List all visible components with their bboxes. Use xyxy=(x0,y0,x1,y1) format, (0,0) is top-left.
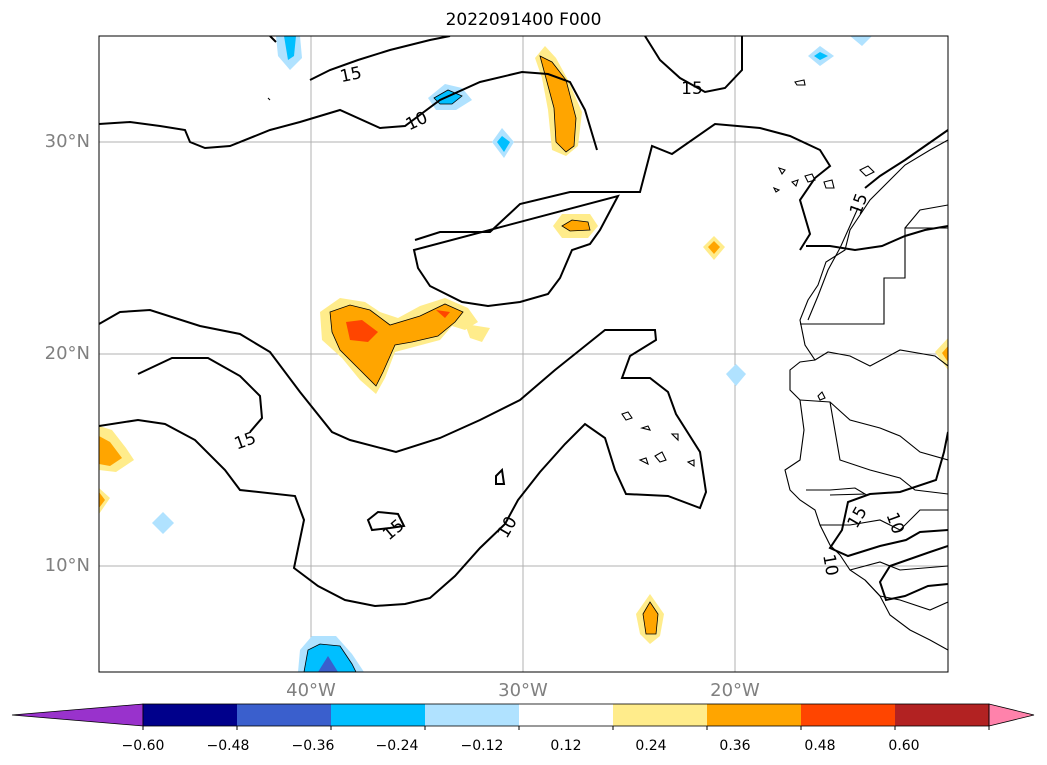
contour-label: 10 xyxy=(818,553,841,578)
coast-africa-west xyxy=(784,359,948,651)
colorbar-segment xyxy=(801,704,896,726)
isoline-middle xyxy=(99,308,708,608)
anomaly-negative-8c xyxy=(318,656,338,672)
anomaly-positive-3b xyxy=(562,220,590,231)
colorbar-tick-label: −0.36 xyxy=(291,738,335,754)
anomaly-positive-8 xyxy=(935,338,948,370)
contour-label: 15 xyxy=(681,79,703,99)
contour-label: 15 xyxy=(338,63,363,87)
colorbar-tick-label: 0.36 xyxy=(719,738,751,754)
anomaly-positive-8b xyxy=(942,346,948,362)
colorbar-tick-label: −0.24 xyxy=(375,738,419,754)
lon-tick-label: 40°W xyxy=(286,680,336,701)
colorbar-segment xyxy=(425,704,520,726)
border-6 xyxy=(806,487,867,496)
lat-tick-label: 20°N xyxy=(44,343,90,364)
isoline-small-2 xyxy=(495,467,506,485)
anomaly-negative-5 xyxy=(850,36,872,46)
anomaly-positive-1c xyxy=(346,320,378,342)
coastlines xyxy=(267,79,948,651)
border-2 xyxy=(904,204,948,229)
colorbar-segment xyxy=(707,704,802,726)
isoline-east-15 xyxy=(806,129,948,252)
isoline-north xyxy=(99,70,598,151)
colorbar-segment xyxy=(143,704,238,726)
colorbar-segment xyxy=(519,704,614,726)
island-canary-2 xyxy=(790,179,799,188)
colorbar-segment xyxy=(613,704,708,726)
isoline-15-north xyxy=(269,36,451,81)
island-small-2 xyxy=(859,165,875,177)
anomaly-outlines xyxy=(303,55,659,672)
lon-tick-label: 20°W xyxy=(710,680,760,701)
isoline-15-west xyxy=(137,357,264,433)
colorbar-tick-label: 0.60 xyxy=(888,738,920,754)
border-3 xyxy=(807,207,859,321)
colorbar-tick-label: 0.12 xyxy=(550,738,582,754)
colorbar-tick-label: 0.24 xyxy=(635,738,667,754)
island-capeverde-5 xyxy=(654,451,667,463)
isoline-coast-15 xyxy=(878,545,948,602)
colorbar xyxy=(11,703,1035,730)
coast-africa-north xyxy=(799,139,948,367)
colorbar-tick-label: 0.48 xyxy=(804,738,836,754)
island-canary-4 xyxy=(823,179,835,189)
colorbar-tick-label: −0.12 xyxy=(460,738,504,754)
anomaly-positive-1e xyxy=(465,324,490,342)
island-madeira xyxy=(794,79,806,86)
anomaly-positive-5b xyxy=(99,436,122,466)
isoline-10-central xyxy=(412,122,832,308)
anomaly-negative-4b xyxy=(814,52,828,60)
border-5 xyxy=(829,401,948,495)
anomaly-positive-2b xyxy=(540,56,576,152)
colorbar-segment xyxy=(331,704,426,726)
island-capeverde-2 xyxy=(640,425,652,431)
lon-tick-label: 30°W xyxy=(498,680,548,701)
border-8 xyxy=(849,561,948,571)
anomaly-negative-6 xyxy=(726,364,746,386)
border-1 xyxy=(800,227,948,325)
map-frame xyxy=(98,35,949,673)
anomaly-negative-1b xyxy=(284,36,296,60)
anomaly-positive-4b xyxy=(708,241,720,254)
border-7 xyxy=(820,509,948,531)
anomaly-positive-7b xyxy=(643,602,658,634)
anomaly-positive-6b xyxy=(99,492,105,508)
isoline-15-northeast xyxy=(644,36,743,94)
anomaly-negative-7 xyxy=(152,512,174,534)
colorbar-segment xyxy=(237,704,332,726)
anomaly-positive-6 xyxy=(99,488,110,514)
island-small-3 xyxy=(267,97,271,101)
isoline-coast-10 xyxy=(828,431,948,558)
anomaly-negative-3b xyxy=(497,136,510,152)
anomaly-positive-1d xyxy=(436,310,450,318)
colorbar-frame xyxy=(142,703,990,727)
island-canary-5 xyxy=(772,186,781,193)
island-canary-1 xyxy=(777,167,786,176)
colorbar-extend-high xyxy=(988,703,1035,727)
isoline-small-1 xyxy=(366,510,406,532)
isolines xyxy=(99,36,948,608)
colorbar-tick-label: −0.48 xyxy=(206,738,250,754)
lat-tick-label: 30°N xyxy=(44,131,90,152)
island-capeverde-6 xyxy=(686,459,695,468)
colorbar-segment xyxy=(895,704,990,726)
island-capeverde-1 xyxy=(621,411,633,421)
map-title: 2022091400 F000 xyxy=(445,10,602,30)
island-capeverde-3 xyxy=(670,433,679,442)
colorbar-extend-low xyxy=(11,703,144,727)
island-small-1 xyxy=(817,391,826,401)
lat-tick-label: 10°N xyxy=(44,555,90,576)
island-canary-3 xyxy=(804,173,816,183)
island-capeverde-4 xyxy=(638,457,649,466)
colorbar-tick-label: −0.60 xyxy=(121,738,165,754)
gridlines xyxy=(99,36,948,672)
border-9 xyxy=(864,579,948,611)
